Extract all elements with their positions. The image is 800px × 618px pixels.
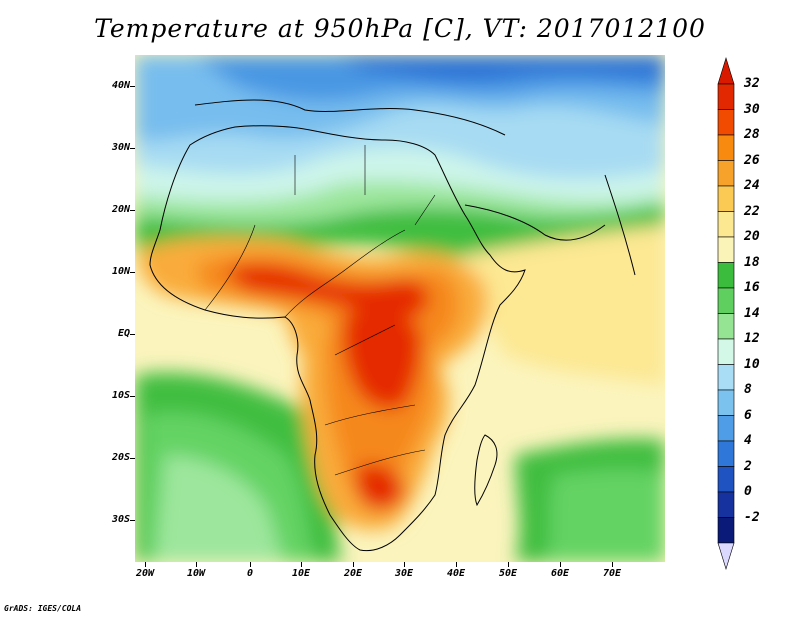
lat-tick — [130, 272, 135, 273]
colorbar-label: 30 — [744, 101, 760, 117]
lon-tick — [145, 562, 146, 567]
congo-hot-zone — [343, 310, 422, 409]
lon-tick — [196, 562, 197, 567]
colorbar-swatch — [717, 109, 735, 136]
africa-coastline — [149, 125, 526, 552]
sahel-hot-zone — [225, 264, 429, 320]
colorbar-swatch — [717, 83, 735, 110]
lon-tick — [612, 562, 613, 567]
lon-label: 20W — [135, 568, 155, 579]
colorbar-swatch — [717, 440, 735, 467]
colorbar-swatch — [717, 466, 735, 493]
colorbar-label: 12 — [744, 331, 760, 346]
colorbar-top-arrow — [717, 56, 735, 85]
colorbar-label: 20 — [744, 229, 760, 244]
colorbar-swatch — [717, 491, 735, 518]
lon-tick — [353, 562, 354, 567]
lat-tick — [130, 458, 135, 459]
colorbar-label: 16 — [744, 280, 760, 295]
colorbar-label: 2 — [744, 458, 752, 474]
colorbar-swatch — [717, 338, 735, 365]
colorbar-label: 32 — [744, 76, 760, 91]
colorbar-label: 26 — [744, 152, 760, 168]
lon-label: 40E — [446, 568, 466, 579]
south-atlantic-pale-green — [155, 455, 285, 562]
arabia-coastline — [464, 204, 606, 241]
colorbar-swatch — [717, 262, 735, 289]
lon-tick — [301, 562, 302, 567]
lat-label: 10S — [111, 390, 130, 401]
india-coastline — [604, 174, 636, 276]
lat-label: 20S — [111, 452, 130, 463]
colorbar-label: 18 — [744, 254, 760, 270]
north-darkblue-band — [335, 55, 665, 82]
lat-label: 20N — [111, 204, 130, 215]
colorbar-swatch — [717, 313, 735, 340]
colorbar-label: 0 — [744, 484, 752, 499]
colorbar-swatch — [717, 517, 735, 544]
lat-label: EQ — [117, 328, 130, 339]
lat-tick — [130, 210, 135, 211]
lon-label: 20E — [343, 568, 363, 579]
colorbar-label: 8 — [744, 382, 752, 397]
lat-tick — [130, 520, 135, 521]
colorbar-label: 14 — [744, 305, 760, 321]
colorbar-swatch — [717, 185, 735, 212]
colorbar-label: 4 — [744, 433, 752, 448]
map-plot-area — [135, 55, 665, 562]
colorbar-bottom-arrow — [717, 542, 735, 571]
lon-label: 30E — [394, 568, 414, 579]
colorbar-label: 28 — [744, 127, 760, 142]
coastlines — [149, 99, 636, 552]
colorbar-label: 22 — [744, 203, 760, 219]
colorbar-swatch — [717, 287, 735, 314]
lon-tick — [508, 562, 509, 567]
lat-tick — [130, 148, 135, 149]
indian-ocean-yellow — [465, 225, 665, 385]
kalahari-hot-zone — [355, 463, 405, 510]
colorbar-swatch — [717, 134, 735, 161]
colorbar-label: 24 — [744, 178, 760, 193]
lon-tick — [560, 562, 561, 567]
madagascar-coastline — [474, 434, 498, 507]
mediterranean-coastline — [194, 99, 506, 136]
country-borders — [204, 145, 436, 476]
grads-credit: GrADS: IGES/COLA — [4, 604, 82, 613]
lat-label: 30N — [111, 142, 130, 153]
colorbar-swatch — [717, 160, 735, 187]
colorbar-swatch — [717, 236, 735, 263]
lon-label: 10E — [291, 568, 311, 579]
south-indian-ocean-light-green — [545, 469, 665, 562]
lat-label: 10N — [111, 266, 130, 277]
colorbar-swatch — [717, 364, 735, 391]
lat-tick — [130, 396, 135, 397]
lon-tick — [456, 562, 457, 567]
sahara-cyan-zone — [135, 147, 665, 210]
colorbar-swatch — [717, 389, 735, 416]
colorbar-swatch — [717, 211, 735, 238]
lon-tick — [250, 562, 251, 567]
colorbar-swatches — [717, 56, 735, 571]
colorbar-label: 10 — [744, 356, 760, 372]
lon-label: 0 — [246, 568, 254, 579]
colorbar-label: -2 — [744, 509, 760, 525]
lon-label: 10W — [186, 568, 206, 579]
colorbar-swatch — [717, 415, 735, 442]
lat-label: 30S — [111, 514, 130, 525]
map-title: Temperature at 950hPa [C], VT: 201701210… — [94, 14, 706, 43]
lat-label: 40N — [111, 80, 130, 91]
lon-label: 50E — [498, 568, 518, 579]
lat-tick — [130, 334, 135, 335]
colorbar-label: 6 — [744, 407, 752, 423]
lon-tick — [404, 562, 405, 567]
temperature-map — [135, 55, 665, 562]
lon-label: 70E — [602, 568, 622, 579]
lat-tick — [130, 86, 135, 87]
lon-label: 60E — [550, 568, 570, 579]
